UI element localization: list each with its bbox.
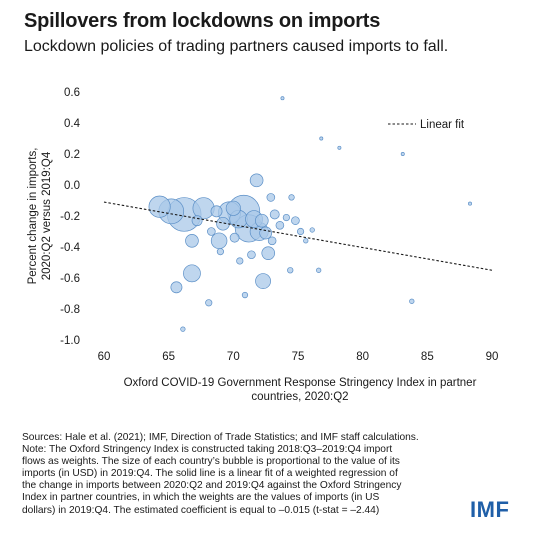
y-tick-label: 0.2	[64, 149, 80, 161]
data-bubble	[170, 281, 183, 294]
x-tick-label: 65	[162, 351, 175, 363]
y-tick-label: -0.4	[60, 242, 80, 254]
imf-logo: IMF	[470, 497, 510, 522]
legend: Linear fit	[388, 119, 465, 131]
data-bubble	[266, 193, 276, 202]
data-bubble	[249, 173, 264, 188]
bubbles	[148, 96, 472, 332]
data-bubble	[280, 96, 285, 101]
data-bubble	[241, 291, 249, 299]
source-notes: Sources: Hale et al. (2021); IMF, Direct…	[22, 432, 462, 517]
data-bubble	[191, 215, 203, 227]
notes-line: imports (in USD) in 2019:Q4. The solid l…	[22, 468, 398, 480]
data-bubble	[236, 257, 244, 265]
notes-line: the change in imports between 2020:Q2 an…	[22, 480, 402, 492]
linear-fit-line	[103, 201, 493, 271]
x-tick-label: 90	[486, 351, 499, 363]
x-tick-label: 75	[292, 351, 305, 363]
x-tick-label: 80	[356, 351, 369, 363]
data-bubble	[183, 264, 201, 283]
data-bubble	[207, 227, 216, 236]
data-bubble	[254, 213, 269, 228]
x-axis-title-line-1: Oxford COVID-19 Government Response Stri…	[123, 377, 477, 389]
data-bubble	[400, 152, 405, 156]
data-bubble	[205, 299, 213, 307]
data-bubble	[468, 201, 472, 206]
data-bubble	[297, 227, 305, 236]
data-bubble	[216, 216, 230, 231]
scatter-plot: 0.6 0.4 0.2 0.0 -0.2 -0.4 -0.6 -0.8 -1.0 60 65 70 75…	[60, 87, 498, 363]
data-bubble	[337, 145, 342, 150]
data-bubble	[288, 194, 295, 201]
data-bubble	[319, 136, 324, 141]
data-bubble	[316, 267, 322, 273]
data-bubble	[259, 226, 273, 240]
fit-line-group	[103, 201, 493, 271]
data-bubble	[269, 209, 280, 220]
chart-title: Spillovers from lockdowns on imports	[24, 10, 381, 32]
data-bubble	[267, 236, 277, 246]
data-bubble	[148, 195, 171, 218]
data-bubble	[229, 232, 240, 243]
data-bubble	[225, 200, 241, 216]
notes-line: flows as weights. The size of each count…	[22, 456, 400, 468]
x-tick-label: 60	[98, 351, 111, 363]
y-tick-label: 0.0	[64, 180, 80, 192]
data-bubble	[247, 250, 256, 260]
data-bubble	[216, 248, 224, 256]
data-bubble	[282, 213, 290, 222]
y-tick-label: 0.4	[64, 118, 81, 130]
y-tick-label: 0.6	[64, 87, 80, 99]
data-bubble	[409, 298, 415, 304]
x-axis-title: Oxford COVID-19 Government Response Stri…	[100, 376, 500, 404]
x-tick-label: 70	[227, 351, 240, 363]
x-axis-title-line-2: countries, 2020:Q2	[251, 391, 349, 403]
notes-line: Note: The Oxford Stringency Index is con…	[22, 444, 393, 456]
y-axis-title-line-2: 2020:Q2 versus 2019:Q4	[41, 151, 53, 281]
data-bubble	[255, 273, 271, 290]
y-tick-label: -0.6	[60, 273, 80, 285]
y-axis-title-line-1: Percent change in imports,	[27, 147, 39, 285]
data-bubble	[210, 205, 223, 218]
data-bubble	[309, 227, 315, 233]
data-bubble	[185, 234, 199, 248]
data-bubble	[275, 221, 285, 230]
data-bubble	[261, 246, 276, 260]
x-tick-label: 85	[421, 351, 434, 363]
data-bubble	[210, 232, 228, 250]
notes-line: dollars) in 2019:Q4. The estimated coeff…	[22, 504, 380, 516]
data-bubble	[303, 238, 309, 244]
data-bubble	[180, 326, 186, 332]
data-bubble	[287, 267, 294, 274]
y-tick-label: -1.0	[60, 335, 80, 347]
axes: 0.6 0.4 0.2 0.0 -0.2 -0.4 -0.6 -0.8 -1.0 60 65 70 75…	[60, 87, 498, 363]
y-tick-label: -0.2	[60, 211, 80, 223]
y-tick-label: -0.8	[60, 304, 80, 316]
notes-line: Index in partner countries, in which the…	[22, 492, 380, 504]
data-bubble	[291, 216, 300, 225]
chart-subtitle: Lockdown policies of trading partners ca…	[24, 38, 449, 55]
notes-line: Sources: Hale et al. (2021); IMF, Direct…	[22, 432, 419, 443]
legend-label: Linear fit	[420, 119, 465, 131]
